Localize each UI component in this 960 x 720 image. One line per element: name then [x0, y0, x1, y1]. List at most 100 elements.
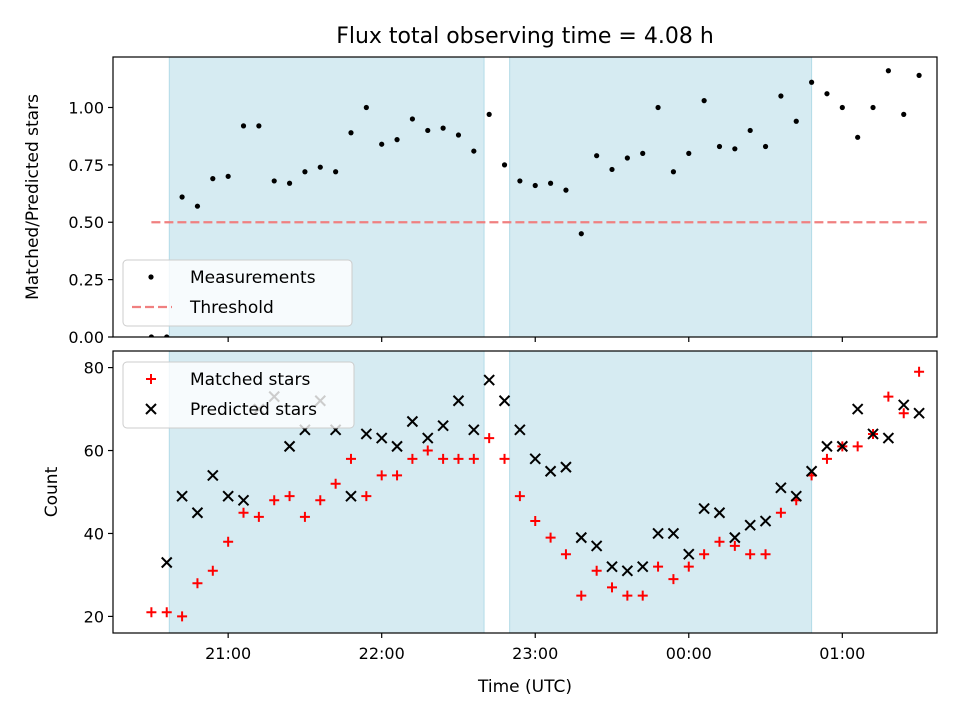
measurement-point: [148, 334, 154, 337]
matched-point: [883, 391, 894, 402]
y-tick-label: 0.00: [68, 328, 104, 347]
predicted-point: [406, 415, 419, 428]
predicted-point: [468, 424, 480, 436]
observing-window-2: [509, 350, 813, 634]
y-tick-label: 40: [84, 524, 104, 543]
predicted-point: [222, 490, 234, 502]
predicted-point: [637, 560, 649, 573]
observing-window-2: [509, 56, 813, 338]
predicted-point: [882, 432, 895, 444]
measurement-point: [563, 187, 569, 193]
matched-point: [898, 408, 909, 419]
matched-point: [207, 565, 218, 576]
measurement-point: [455, 132, 462, 138]
predicted-point: [698, 502, 710, 515]
measurement-point: [317, 164, 323, 170]
x-tick-label: 01:00: [819, 644, 865, 663]
predicted-point: [590, 540, 603, 552]
matched-point: [576, 590, 587, 601]
predicted-point: [560, 461, 572, 473]
measurement-point: [762, 143, 769, 150]
series-measurements: [148, 68, 922, 337]
matched-point: [775, 507, 786, 518]
predicted-point: [652, 527, 664, 540]
measurement-point: [363, 104, 369, 111]
predicted-point: [422, 432, 434, 444]
y-axis-label: Matched/Predicted stars: [23, 94, 43, 300]
measurement-point: [194, 203, 201, 209]
matched-point: [622, 590, 633, 601]
measurement-point: [271, 178, 277, 184]
predicted-point: [621, 565, 634, 577]
matched-point: [345, 453, 356, 464]
matched-point: [914, 366, 925, 377]
matched-point: [422, 445, 433, 456]
predicted-point: [744, 519, 756, 531]
measurement-point: [471, 148, 477, 154]
measurement-point: [348, 130, 354, 136]
measurement-point: [809, 79, 815, 85]
predicted-point: [375, 432, 388, 444]
predicted-point: [851, 403, 864, 415]
matched-point: [852, 441, 863, 452]
y-tick-label: 0.25: [68, 271, 104, 290]
measurement-point: [379, 141, 385, 147]
predicted-point: [867, 428, 879, 440]
measurement-point: [609, 166, 615, 173]
matched-point: [637, 590, 648, 601]
legend-2: Matched stars Predicted stars: [122, 361, 355, 429]
measurement-point: [686, 150, 692, 156]
matched-point: [760, 549, 771, 560]
measurement-point: [901, 111, 907, 117]
measurement-point: [732, 146, 738, 152]
predicted-point: [391, 440, 403, 453]
predicted-point: [775, 482, 787, 494]
matched-point: [146, 607, 157, 618]
matched-point: [453, 453, 464, 464]
panel-1: 0.00 0.25 0.50 0.75 1.00 Matched/Predicted st…: [23, 56, 938, 347]
measurement-point: [870, 104, 876, 111]
measurement-point: [240, 123, 247, 129]
legend-1: Measurements Threshold: [122, 259, 353, 327]
predicted-point: [713, 507, 726, 519]
predicted-point: [161, 556, 173, 569]
measurement-point: [655, 104, 661, 111]
matched-point: [560, 549, 571, 560]
measurement-point: [793, 118, 799, 124]
measurement-point: [824, 91, 830, 97]
legend-entry: Matched stars: [190, 370, 310, 390]
matched-point: [376, 470, 387, 481]
matched-point: [821, 453, 832, 464]
measurement-point: [670, 169, 677, 175]
measurement-point: [225, 173, 231, 179]
predicted-point: [360, 428, 373, 440]
axes-frame: [112, 56, 938, 338]
measurement-point: [547, 180, 554, 186]
matched-point: [284, 491, 295, 502]
predicted-point: [667, 527, 680, 540]
matched-point: [683, 561, 694, 572]
matched-point: [161, 607, 172, 618]
predicted-point: [345, 490, 357, 502]
measurement-point: [517, 178, 523, 184]
measurement-point: [210, 176, 216, 182]
predicted-point: [729, 531, 741, 544]
panel-2: 20 40 60 80 21:00 22:00 23:00 00:00 01:00 Count Ma…: [42, 350, 938, 663]
legend-entry: Threshold: [189, 298, 274, 318]
predicted-point: [498, 395, 511, 407]
measurement-point: [333, 169, 339, 175]
matched-point: [530, 516, 541, 527]
measurement-point: [486, 111, 492, 117]
matched-point: [729, 540, 740, 551]
matched-point: [499, 453, 510, 464]
matched-point: [330, 478, 341, 489]
matched-point: [545, 532, 556, 543]
legend-entry: Measurements: [190, 268, 316, 288]
matched-point: [745, 549, 756, 560]
predicted-point: [176, 490, 188, 502]
y-tick-label: 60: [84, 442, 104, 461]
legend-entry: Predicted stars: [190, 400, 317, 420]
predicted-point: [790, 490, 802, 502]
y-axis-label: Count: [42, 466, 62, 517]
x-tick-label: 00:00: [666, 644, 712, 663]
